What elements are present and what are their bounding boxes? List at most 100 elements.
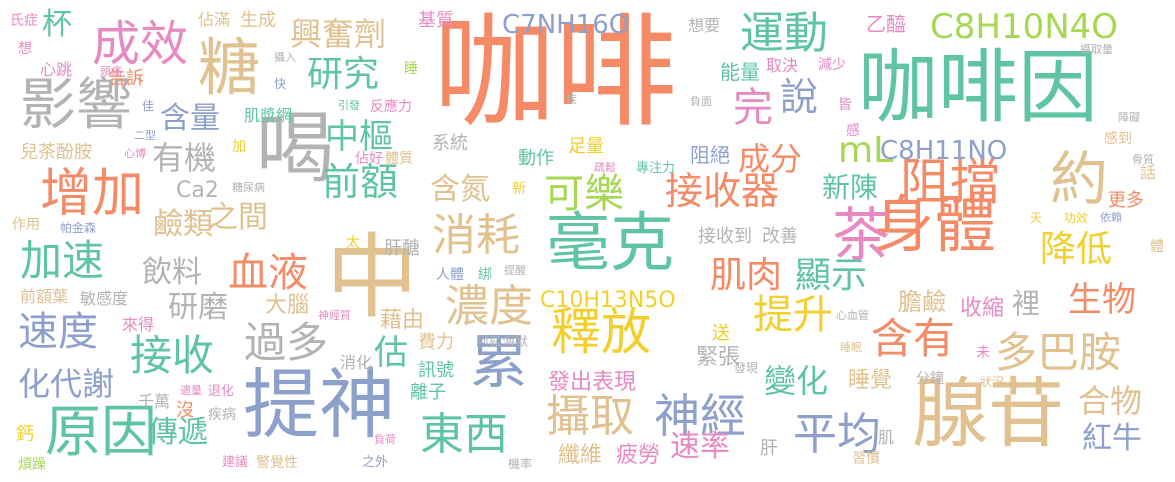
word-nongdu: 濃度 — [445, 281, 533, 332]
word-jiasu: 加速 — [20, 236, 105, 285]
word-jianlei: 鹼類 — [153, 207, 213, 242]
word-pingjun: 平均 — [793, 409, 881, 460]
word-guhao: 佔好 — [355, 151, 383, 167]
word-xiaohua: 消化 — [340, 353, 373, 372]
word-he: 喝 — [256, 104, 335, 194]
word-shui: 睡 — [404, 61, 418, 77]
word-pajinsen: 帕金森 — [60, 221, 97, 235]
word-shengwu: 生物 — [1068, 280, 1136, 320]
word-shejing: 神經 — [654, 389, 746, 443]
word-jieyou: 藉由 — [380, 308, 425, 333]
word-xinxueguan: 心血管 — [836, 309, 869, 322]
word-kuai: 快 — [274, 77, 287, 91]
word-ti: 體 — [1150, 239, 1164, 255]
word-yanmo: 研磨 — [168, 290, 228, 325]
word-jibing: 疾病 — [208, 407, 236, 423]
word-renti: 人體 — [436, 267, 464, 283]
word-yingxiang: 影響 — [20, 73, 132, 138]
word-gengduo: 更多 — [1108, 190, 1144, 211]
word-gandao: 感到 — [1104, 131, 1132, 147]
word-shenti: 身體 — [872, 188, 997, 261]
word-xingfenji: 興奮劑 — [290, 15, 387, 53]
word-jiangdi: 降低 — [1040, 229, 1113, 270]
word-ji2: 疾 — [566, 93, 577, 106]
word-pilao: 疲勞 — [616, 443, 661, 468]
word-xiangyao: 想要 — [688, 16, 721, 35]
word-xintiao: 心跳 — [40, 60, 73, 79]
word-xueye: 血液 — [228, 250, 308, 296]
word-lizi: 離子 — [410, 382, 446, 403]
word-danjian: 膽鹼 — [898, 288, 946, 316]
word-jinzhang: 緊張 — [696, 345, 741, 370]
word-c10h13n5o: C10H13N5O — [540, 288, 676, 313]
word-sudu: 速度 — [18, 309, 98, 355]
word-gongxiao: 功效 — [1064, 211, 1089, 225]
word-zengjia: 增加 — [40, 164, 145, 224]
word-tisheng: 提升 — [753, 292, 833, 338]
word-jieshou: 接收 — [130, 331, 215, 380]
word-zhongshu: 中樞 — [325, 117, 393, 157]
word-wei: 未 — [976, 345, 990, 361]
word-sheqiuliang: 攝取量 — [1080, 43, 1113, 56]
word-zhuangkuang: 狀況 — [980, 375, 1005, 389]
word-zuliang: 足量 — [568, 136, 604, 157]
word-xinbo: 心博 — [124, 147, 146, 160]
word-jiesouqi: 接收器 — [665, 169, 780, 213]
word-toutong: 頭痛 — [100, 65, 122, 78]
word-fumian: 負面 — [690, 95, 712, 108]
word-wan: 完 — [733, 85, 773, 131]
word-aziahaimo: 阿茲海默 — [476, 335, 529, 350]
word-zhong: 中 — [326, 224, 419, 331]
word-jiroung: 肌肉 — [710, 255, 783, 296]
word-zuduan: 阻絕 — [690, 143, 730, 167]
word-xiguan: 習慣 — [852, 451, 880, 467]
word-kafeiyin: 咖啡因 — [858, 41, 1098, 134]
word-c8h10n4o: C8H10N4O — [930, 7, 1119, 47]
word-xiaohao: 消耗 — [432, 210, 520, 261]
word-jiechongdao: 接收到 — [698, 226, 752, 247]
word-jianshao: 減少 — [818, 57, 846, 73]
word-hanan: 含氮 — [430, 172, 490, 207]
word-gan: 肝 — [760, 438, 778, 459]
word-sulv: 速率 — [670, 429, 730, 464]
word-ji: 肌 — [878, 428, 895, 447]
word-guman: 佔滿 — [198, 10, 231, 29]
word-hanyou: 含有 — [871, 314, 956, 363]
word-yue: 約 — [1050, 145, 1109, 213]
word-fanzao: 煩躁 — [18, 457, 46, 473]
word-chengfen: 成分 — [738, 140, 803, 178]
word-tixing: 提醒 — [504, 264, 526, 277]
word-tang: 糖 — [198, 31, 261, 104]
word-zuoyong: 作用 — [12, 217, 40, 233]
word-daixie: 化代謝 — [18, 365, 115, 403]
word-chaye: 茶 — [832, 201, 891, 269]
word-xianjian: 腺苷 — [912, 369, 1064, 458]
word-tizhi: 體質 — [385, 151, 413, 167]
word-chuandi: 傳遞 — [148, 415, 208, 450]
word-yilai: 依賴 — [1100, 211, 1122, 224]
word-xianwei: 纖維 — [558, 443, 603, 468]
word-zhangai: 障礙 — [1118, 111, 1140, 124]
word-gai: 鈣 — [16, 424, 34, 445]
word-nengliang: 能量 — [720, 60, 760, 84]
word-shuijiao: 睡覺 — [848, 368, 893, 393]
word-jingjuexing: 警覺性 — [256, 455, 298, 471]
word-faxian: 發現 — [734, 361, 759, 375]
word-ganchun: 肝醣 — [384, 238, 420, 259]
word-xitong: 系統 — [432, 133, 468, 154]
word-xiang: 想 — [18, 41, 32, 57]
word-gudhi: 骨質 — [1132, 153, 1154, 166]
word-dongxi: 東西 — [420, 409, 508, 460]
word-yinfa: 引發 — [338, 99, 360, 112]
word-hongniu: 紅牛 — [1082, 421, 1142, 456]
word-bei: 杯 — [42, 7, 72, 42]
word-c8h11no: C8H11NO — [880, 136, 1008, 166]
word-lei: 累 — [470, 328, 529, 396]
word-gan2: 感 — [846, 123, 860, 139]
word-shousuo: 收縮 — [960, 296, 1005, 321]
word-yiquan: 乙醯 — [866, 12, 906, 36]
word-shiliang: 適量 — [180, 384, 202, 397]
word-dongzuo: 動作 — [518, 148, 554, 169]
word-erxing: 二型 — [134, 129, 156, 142]
